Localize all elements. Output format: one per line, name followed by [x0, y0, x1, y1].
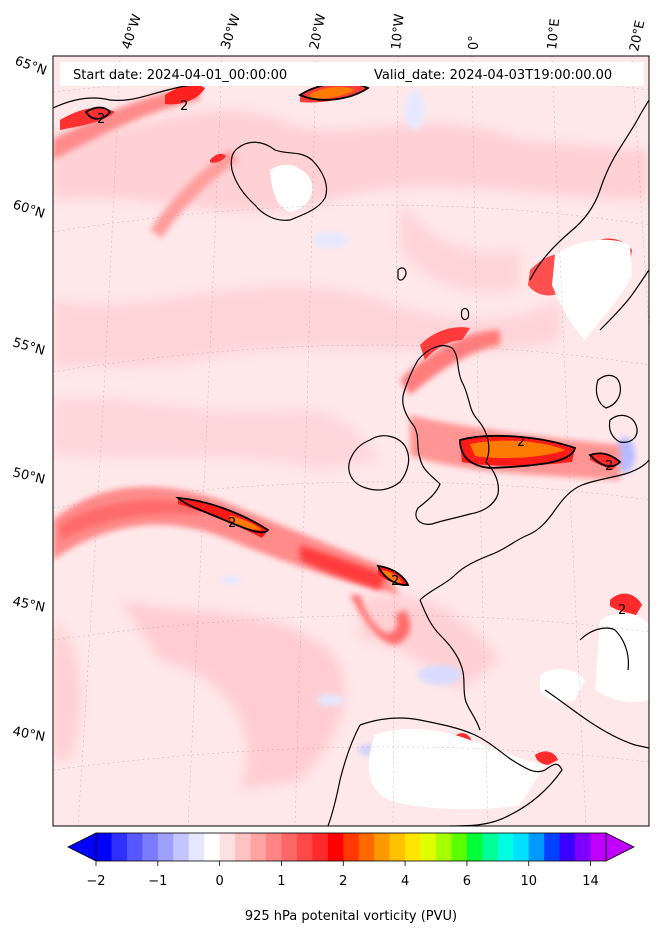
- colorbar-swatch: [436, 833, 452, 861]
- colorbar-swatch: [575, 833, 591, 861]
- greenland-coast: [53, 83, 206, 109]
- graticule: [53, 56, 649, 826]
- contour-label: 2: [605, 459, 613, 474]
- colorbar-swatch: [173, 833, 190, 861]
- colorbar-tick-label: −2: [86, 874, 105, 889]
- colorbar-swatch: [451, 833, 468, 861]
- lon-label: 20°E: [627, 19, 648, 53]
- contour-label: 2: [618, 603, 626, 618]
- lat-label: 60°N: [11, 198, 47, 222]
- pv-contours: [84, 82, 622, 586]
- lat-label: 40°N: [11, 724, 46, 745]
- colorbar-swatch: [142, 833, 159, 861]
- colorbar-swatch: [235, 833, 251, 861]
- colorbar-frame: [95, 832, 607, 862]
- colorbar-swatch: [281, 833, 298, 861]
- colorbar-tick-label: 2: [339, 874, 347, 889]
- colorbar-swatches: [96, 833, 607, 861]
- lon-label: 10°E: [545, 18, 563, 51]
- lon-label: 0°: [467, 35, 482, 50]
- colorbar-swatch: [374, 833, 391, 861]
- lon-label: 20°W: [307, 12, 329, 50]
- colorbar-tick-label: 14: [582, 874, 599, 889]
- colorbar: −2 −1 0 1 2 4 6 10 14 925 hPa potenital vorticit…: [67, 832, 635, 924]
- colorbar-swatch: [358, 833, 375, 861]
- colorbar-swatch: [466, 833, 483, 861]
- colorbar-swatch: [126, 833, 143, 861]
- colorbar-swatch: [590, 833, 607, 861]
- contour-label: 2: [517, 435, 525, 450]
- colorbar-tick-label: 1: [277, 874, 285, 889]
- lon-label: 40°W: [120, 12, 145, 51]
- colorbar-swatch: [219, 833, 236, 861]
- colorbar-tick-label: 6: [463, 874, 471, 889]
- colorbar-swatch: [188, 833, 205, 861]
- lat-label: 45°N: [11, 594, 46, 615]
- iberia-coast: [359, 717, 563, 826]
- colorbar-swatch: [497, 833, 514, 861]
- map-frame: [52, 55, 650, 827]
- lat-label: 50°N: [11, 465, 46, 487]
- colorbar-swatch: [250, 833, 267, 861]
- lon-label: 30°W: [219, 12, 244, 51]
- colorbar-swatch: [389, 833, 406, 861]
- colorbar-tick-label: 0: [215, 874, 223, 889]
- latitude-labels: 65°N 60°N 55°N 50°N 45°N 40°N: [11, 54, 49, 746]
- ireland-coast: [348, 435, 410, 491]
- colorbar-tick-label: 10: [520, 874, 537, 889]
- lat-label: 65°N: [13, 54, 49, 79]
- start-date-text: Start date: 2024-04-01_00:00:00: [73, 68, 287, 83]
- contour-label: 2: [228, 516, 236, 531]
- colorbar-swatch: [296, 833, 313, 861]
- lon-label: 10°W: [389, 13, 408, 50]
- contour-label: 2: [97, 112, 105, 127]
- annotation-strip: [60, 62, 644, 86]
- colorbar-swatch: [204, 833, 221, 861]
- coastlines: [53, 83, 649, 826]
- colorbar-tick-label: −1: [148, 874, 167, 889]
- colorbar-swatch: [312, 833, 329, 861]
- valid-date-text: Valid_date: 2024-04-03T19:00:00.00: [374, 68, 612, 83]
- contour-label-group: 2 2 2 2 2 2 2: [97, 99, 626, 618]
- colorbar-extend-high: [605, 832, 635, 862]
- colorbar-ticks: −2 −1 0 1 2 4 6 10 14: [86, 861, 599, 889]
- britain-coast: [402, 345, 499, 525]
- colorbar-swatch: [266, 833, 282, 861]
- colorbar-tick-label: 4: [401, 874, 409, 889]
- colorbar-swatch: [513, 833, 530, 861]
- colorbar-swatch: [482, 833, 499, 861]
- colorbar-label: 925 hPa potenital vorticity (PVU): [245, 909, 457, 924]
- contour-label: 2: [391, 574, 399, 589]
- iceland-coast: [230, 141, 328, 221]
- colorbar-swatch: [559, 833, 576, 861]
- map-panel: 2 2 2 2 2 2 2 Start date: 2024-04-01_00:…: [53, 56, 649, 826]
- colorbar-swatch: [528, 833, 545, 861]
- missing-data-areas: [270, 164, 649, 810]
- longitude-labels: 40°W 30°W 20°W 10°W 0° 10°E 20°E: [120, 12, 649, 53]
- colorbar-swatch: [420, 833, 437, 861]
- colorbar-swatch: [111, 833, 128, 861]
- colorbar-swatch: [96, 833, 112, 861]
- colorbar-swatch: [327, 833, 344, 861]
- colorbar-swatch: [343, 833, 360, 861]
- contour-label: 2: [180, 99, 188, 114]
- colorbar-swatch: [157, 833, 174, 861]
- colorbar-swatch: [544, 833, 561, 861]
- lat-label: 55°N: [11, 335, 47, 358]
- colorbar-swatch: [405, 833, 421, 861]
- france-coast: [419, 459, 649, 601]
- colorbar-extend-low: [67, 832, 97, 862]
- norway-coast: [529, 99, 649, 281]
